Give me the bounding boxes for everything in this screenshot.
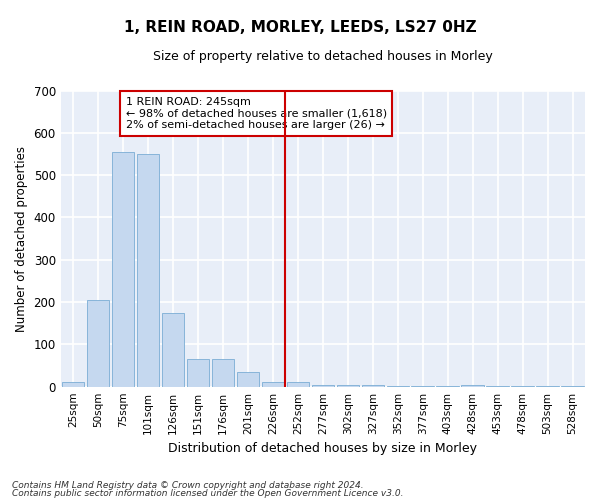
X-axis label: Distribution of detached houses by size in Morley: Distribution of detached houses by size …	[169, 442, 478, 455]
Y-axis label: Number of detached properties: Number of detached properties	[15, 146, 28, 332]
Text: 1 REIN ROAD: 245sqm
← 98% of detached houses are smaller (1,618)
2% of semi-deta: 1 REIN ROAD: 245sqm ← 98% of detached ho…	[125, 97, 387, 130]
Bar	[187, 359, 209, 386]
Text: 1, REIN ROAD, MORLEY, LEEDS, LS27 0HZ: 1, REIN ROAD, MORLEY, LEEDS, LS27 0HZ	[124, 20, 476, 35]
Bar	[62, 382, 85, 386]
Bar	[262, 382, 284, 386]
Bar	[87, 300, 109, 386]
Bar	[362, 384, 384, 386]
Text: Contains HM Land Registry data © Crown copyright and database right 2024.: Contains HM Land Registry data © Crown c…	[12, 480, 364, 490]
Bar	[461, 384, 484, 386]
Title: Size of property relative to detached houses in Morley: Size of property relative to detached ho…	[153, 50, 493, 63]
Bar	[212, 359, 234, 386]
Bar	[137, 154, 159, 386]
Bar	[112, 152, 134, 386]
Bar	[162, 312, 184, 386]
Text: Contains public sector information licensed under the Open Government Licence v3: Contains public sector information licen…	[12, 489, 404, 498]
Bar	[337, 384, 359, 386]
Bar	[236, 372, 259, 386]
Bar	[311, 384, 334, 386]
Bar	[287, 382, 309, 386]
